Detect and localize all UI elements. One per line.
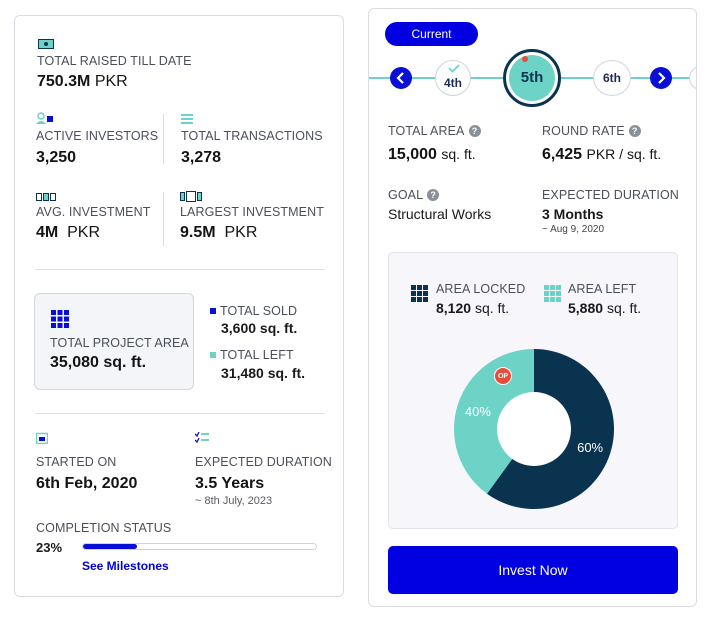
round-duration-label: EXPECTED DURATION <box>542 188 679 202</box>
total-raised-label: TOTAL RAISED TILL DATE <box>37 54 192 68</box>
donut-hole <box>497 392 571 466</box>
divider <box>163 192 164 246</box>
started-on-value: 6th Feb, 2020 <box>36 475 138 492</box>
chevron-right-icon <box>658 72 666 84</box>
current-badge: Current <box>385 22 478 46</box>
section-divider <box>35 269 325 270</box>
area-locked-value: 8,120 sq. ft. <box>436 300 510 316</box>
area-left-icon <box>544 285 561 302</box>
round-rate-value: 6,425 PKR / sq. ft. <box>542 146 662 163</box>
avg-investment-value: 4M PKR <box>36 224 101 241</box>
area-left-label: AREA LEFT <box>568 282 637 296</box>
transactions-icon <box>181 114 193 124</box>
total-raised-value: 750.3M PKR <box>37 73 128 90</box>
completion-percent: 23% <box>36 540 63 555</box>
total-area-label: TOTAL AREA? <box>388 124 481 138</box>
check-icon <box>448 64 460 73</box>
project-area-box: TOTAL PROJECT AREA 35,080 sq. ft. <box>34 293 194 390</box>
round-rate-label: ROUND RATE? <box>542 124 641 138</box>
expected-duration-date: ~ 8th July, 2023 <box>195 495 273 507</box>
total-sold-label: TOTAL SOLD <box>210 304 297 318</box>
prev-round-button[interactable] <box>390 67 412 89</box>
checklist-icon <box>195 432 209 444</box>
step-4th[interactable]: 4th <box>435 60 471 96</box>
goal-label: GOAL? <box>388 188 440 202</box>
chevron-left-icon <box>396 72 404 84</box>
next-round-button[interactable] <box>650 67 672 89</box>
avg-investment-icon <box>36 193 56 201</box>
cash-icon <box>38 39 54 49</box>
grid-icon <box>51 310 69 328</box>
total-area-value: 15,000 sq. ft. <box>388 146 476 163</box>
goal-value: Structural Works <box>388 206 492 222</box>
completion-status-label: COMPLETION STATUS <box>36 521 172 535</box>
avg-investment-label: AVG. INVESTMENT <box>36 205 151 219</box>
total-left-label: TOTAL LEFT <box>210 348 294 362</box>
calendar-icon <box>36 432 48 444</box>
donut-label-area-locked: 60% <box>577 440 603 455</box>
expected-duration-label: EXPECTED DURATION <box>195 455 332 469</box>
donut-label-area-left: 40% <box>465 404 491 419</box>
op-marker[interactable]: OP <box>494 367 512 385</box>
total-transactions-value: 3,278 <box>181 149 222 166</box>
help-icon[interactable]: ? <box>628 125 641 137</box>
area-left-value: 5,880 sq. ft. <box>568 300 642 316</box>
see-milestones-link[interactable]: See Milestones <box>82 559 169 573</box>
sold-legend-swatch <box>210 308 216 314</box>
project-area-label: TOTAL PROJECT AREA <box>50 336 189 350</box>
round-duration-value: 3 Months <box>542 206 604 222</box>
left-legend-swatch <box>210 352 216 358</box>
current-step-dot <box>522 56 528 62</box>
largest-investment-value: 9.5M PKR <box>180 224 258 241</box>
step-6th[interactable]: 6th <box>593 60 631 96</box>
total-sold-value: 3,600 sq. ft. <box>221 320 298 336</box>
step-5th-label: 5th <box>509 55 555 101</box>
largest-investment-label: LARGEST INVESTMENT <box>180 205 324 219</box>
project-area-value: 35,080 sq. ft. <box>50 354 147 371</box>
project-stats-card: TOTAL RAISED TILL DATE 750.3M PKR ACTIVE… <box>14 15 344 597</box>
round-duration-date: ~ Aug 9, 2020 <box>542 224 605 235</box>
area-locked-label: AREA LOCKED <box>436 282 526 296</box>
completion-progress-bar <box>82 543 317 550</box>
area-locked-icon <box>411 285 428 302</box>
invest-now-button[interactable]: Invest Now <box>388 546 678 594</box>
largest-investment-icon <box>180 191 202 202</box>
area-donut-chart: 60% 40% <box>454 349 614 509</box>
help-icon[interactable]: ? <box>468 125 481 137</box>
help-icon[interactable]: ? <box>427 189 440 201</box>
total-transactions-label: TOTAL TRANSACTIONS <box>181 129 323 143</box>
completion-progress-fill <box>83 544 137 549</box>
expected-duration-value: 3.5 Years <box>195 475 265 492</box>
step-partial <box>689 66 696 90</box>
round-details-card: Current 4th 5th 6th TOTAL AREA? 15,000 s… <box>368 8 697 607</box>
investors-icon <box>36 112 53 124</box>
active-investors-label: ACTIVE INVESTORS <box>36 129 159 143</box>
donut-slice-area-left <box>454 349 534 494</box>
divider <box>163 114 164 164</box>
section-divider <box>35 413 325 414</box>
active-investors-value: 3,250 <box>36 149 77 166</box>
area-chart-panel: AREA LOCKED 8,120 sq. ft. AREA LEFT 5,88… <box>388 252 678 529</box>
total-left-value: 31,480 sq. ft. <box>221 365 306 381</box>
started-on-label: STARTED ON <box>36 455 117 469</box>
step-5th-current[interactable]: 5th <box>503 49 561 107</box>
